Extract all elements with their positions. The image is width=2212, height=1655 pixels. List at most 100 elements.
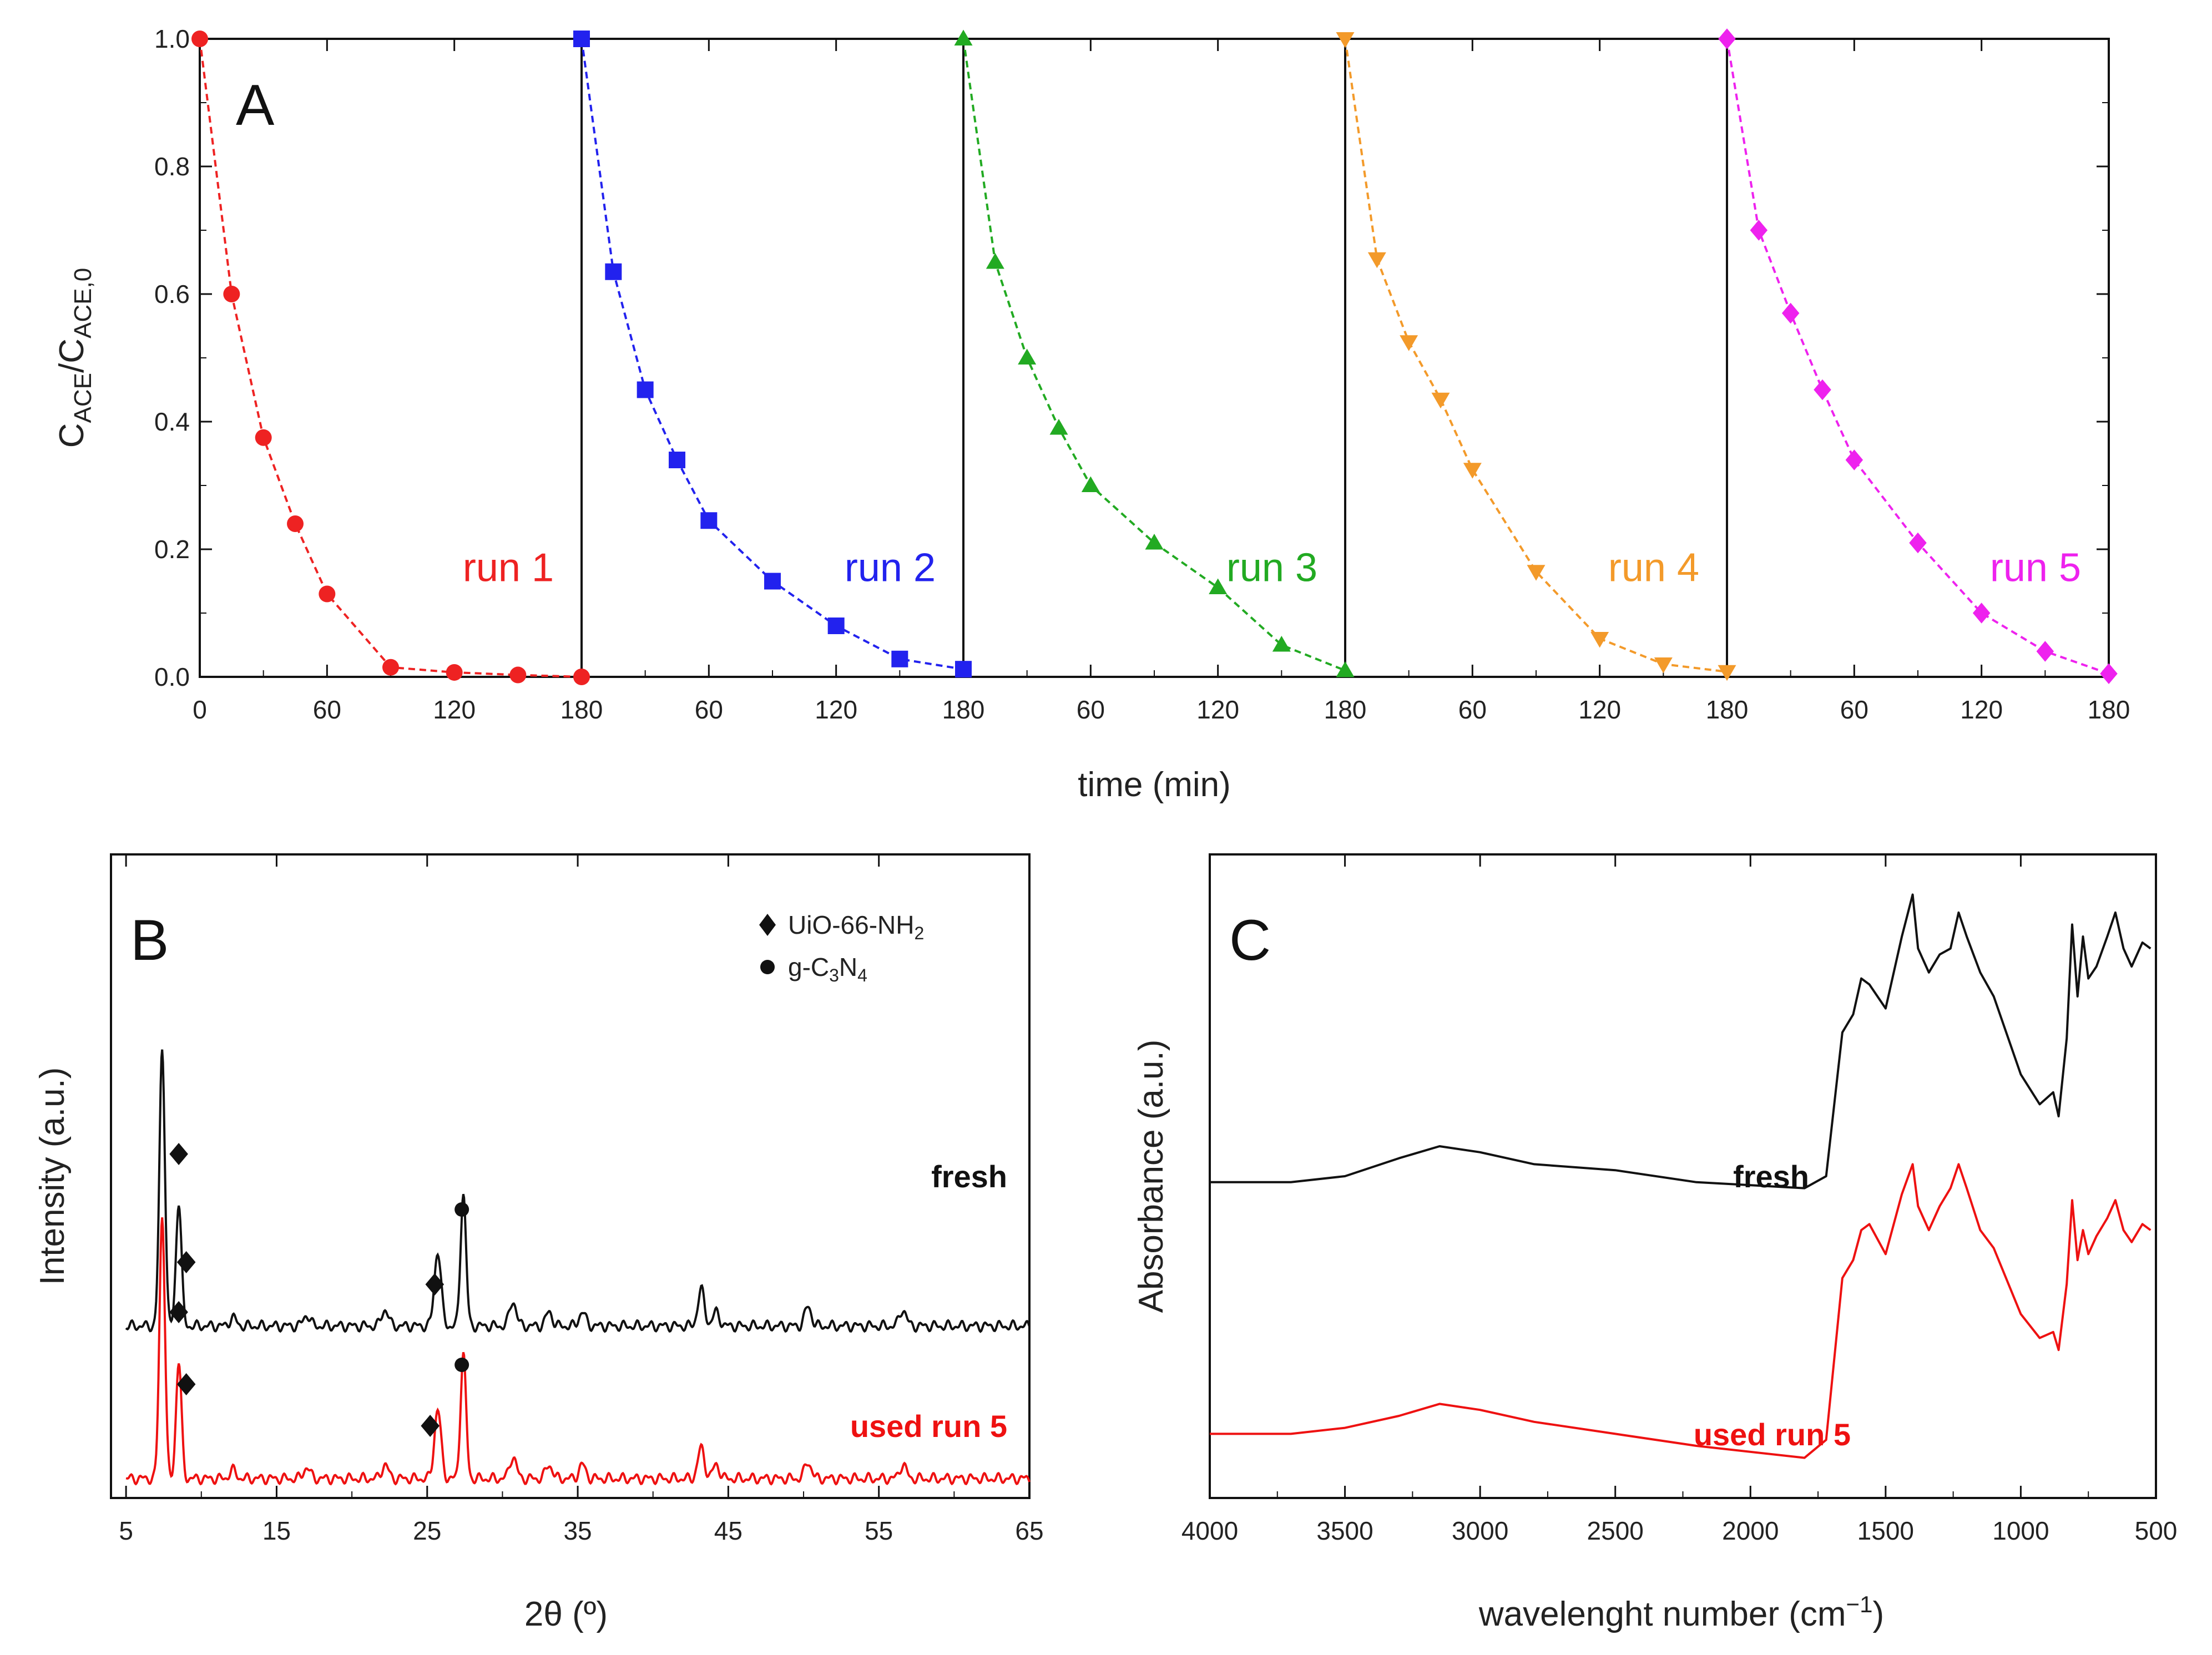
x-tick-label: 60 bbox=[1840, 695, 1868, 724]
data-point-run-2 bbox=[573, 31, 590, 47]
data-point-run-1 bbox=[255, 429, 272, 446]
panel-a-x-axis: 0 60 120 180 60 120 180 60 120 180 60 120 180 60 120 18… bbox=[193, 39, 2130, 724]
panel-a-y-axis: 0.0 0.2 0.4 0.6 0.8 1.0 bbox=[154, 24, 2109, 691]
data-point-run-5 bbox=[1781, 302, 1800, 324]
data-point-run-5 bbox=[1750, 220, 1768, 241]
data-point-run-2 bbox=[637, 381, 654, 398]
panel-c-frame bbox=[1209, 853, 2157, 1499]
y-tick-label: 0.2 bbox=[154, 535, 190, 564]
x-tick-label: 60 bbox=[1077, 695, 1105, 724]
data-point-run-4 bbox=[1718, 665, 1736, 681]
x-tick-label: 65 bbox=[1015, 1516, 1043, 1545]
data-point-run-4 bbox=[1336, 32, 1355, 48]
x-tick-label: 120 bbox=[815, 695, 857, 724]
legend-gcn-main: g-C bbox=[788, 953, 829, 981]
panel-b-frame bbox=[110, 853, 1031, 1499]
panel-a-series bbox=[191, 28, 2118, 685]
panel-c-letter: C bbox=[1229, 908, 1271, 973]
panel-b-y-title: Intensity (a.u.) bbox=[33, 1067, 72, 1285]
legend-gcn-sub1: 3 bbox=[829, 965, 839, 985]
x-tick-label: 0 bbox=[193, 695, 207, 724]
x-tick-label: 180 bbox=[2088, 695, 2130, 724]
ftir-spectrum-fresh bbox=[1210, 893, 2152, 1190]
panel-c-series bbox=[1210, 893, 2152, 1459]
data-point-run-5 bbox=[2100, 663, 2118, 684]
data-point-run-3 bbox=[1209, 578, 1228, 594]
uio-peak-diamond-icon bbox=[169, 1143, 188, 1165]
y-tick-label: 0.8 bbox=[154, 152, 190, 181]
panel-b-phase-markers bbox=[169, 1143, 469, 1437]
panel-b-x-axis: 5 15 25 35 45 55 65 bbox=[119, 854, 1044, 1545]
panel-c-chart: 4000 3500 3000 2500 2000 1500 1000 500 fresh us… bbox=[1132, 853, 2178, 1633]
panel-b-series bbox=[125, 1049, 1031, 1486]
data-point-run-2 bbox=[700, 512, 718, 529]
run-label-5: run 5 bbox=[1990, 546, 2081, 590]
data-point-run-5 bbox=[2036, 641, 2054, 662]
legend-diamond-icon bbox=[759, 914, 776, 936]
x-tick-label: 60 bbox=[1458, 695, 1487, 724]
x-tick-label: 45 bbox=[714, 1516, 743, 1545]
y-tick-label: 1.0 bbox=[154, 24, 190, 53]
data-point-run-4 bbox=[1654, 657, 1673, 674]
panel-b-label-fresh: fresh bbox=[931, 1159, 1007, 1194]
panel-c-x-title: wavelenght number (cm−1) bbox=[1478, 1591, 1884, 1633]
gcn-peak-circle-icon bbox=[454, 1202, 469, 1217]
data-point-run-5 bbox=[1972, 603, 1991, 624]
panel-a-y-title: CACE/CACE,0 bbox=[53, 268, 97, 448]
data-point-run-4 bbox=[1463, 463, 1482, 479]
data-point-run-3 bbox=[1145, 534, 1164, 550]
legend-circle-icon bbox=[760, 960, 775, 974]
run-label-1: run 1 bbox=[463, 546, 554, 590]
x-tick-label: 180 bbox=[942, 695, 985, 724]
uio-peak-diamond-icon bbox=[425, 1273, 445, 1295]
panel-c-x-title-main: wavelenght number (cm bbox=[1478, 1595, 1846, 1633]
data-point-run-3 bbox=[1049, 419, 1068, 435]
x-tick-label: 3500 bbox=[1316, 1516, 1373, 1545]
y-tick-label: 0.4 bbox=[154, 407, 190, 436]
panel-c-x-title-sup: −1 bbox=[1846, 1591, 1873, 1617]
data-point-run-2 bbox=[605, 263, 622, 280]
data-point-run-1 bbox=[382, 659, 399, 676]
run-label-4: run 4 bbox=[1608, 546, 1699, 590]
legend-uio-main: UiO-66-NH bbox=[788, 910, 914, 939]
data-point-run-1 bbox=[319, 585, 336, 603]
panel-a-y-title-c: C bbox=[53, 423, 91, 448]
x-tick-label: 2500 bbox=[1587, 1516, 1644, 1545]
gcn-peak-circle-icon bbox=[454, 1358, 469, 1372]
x-tick-label: 500 bbox=[2135, 1516, 2178, 1545]
data-point-run-1 bbox=[446, 664, 463, 681]
panel-a-y-title-sub1: ACE bbox=[69, 373, 97, 423]
panel-c-y-title: Absorbance (a.u.) bbox=[1132, 1040, 1170, 1313]
data-point-run-3 bbox=[1081, 476, 1100, 492]
x-tick-label: 2000 bbox=[1722, 1516, 1779, 1545]
x-tick-label: 60 bbox=[313, 695, 341, 724]
x-tick-label: 55 bbox=[865, 1516, 893, 1545]
data-point-run-1 bbox=[191, 31, 208, 47]
series-line-run-4 bbox=[1344, 38, 1728, 673]
data-point-run-1 bbox=[223, 286, 240, 302]
data-point-run-5 bbox=[1718, 28, 1736, 49]
data-point-run-2 bbox=[764, 573, 781, 590]
x-tick-label: 60 bbox=[695, 695, 723, 724]
data-point-run-2 bbox=[669, 452, 685, 468]
run-label-2: run 2 bbox=[845, 546, 936, 590]
data-point-run-5 bbox=[1909, 532, 1927, 554]
x-tick-label: 3000 bbox=[1452, 1516, 1508, 1545]
series-line-run-5 bbox=[1726, 38, 2109, 675]
data-point-run-4 bbox=[1590, 632, 1609, 648]
panel-c-label-used: used run 5 bbox=[1694, 1417, 1851, 1452]
x-tick-label: 15 bbox=[262, 1516, 291, 1545]
legend-uio-sub: 2 bbox=[914, 923, 924, 943]
legend-gcn-sub2: 4 bbox=[857, 965, 867, 985]
uio-peak-diamond-icon bbox=[421, 1415, 440, 1437]
data-point-run-3 bbox=[1018, 348, 1037, 365]
data-point-run-2 bbox=[891, 650, 908, 667]
data-point-run-4 bbox=[1367, 252, 1386, 269]
panel-a-x-title: time (min) bbox=[1078, 766, 1231, 804]
ftir-spectrum-used bbox=[1210, 1163, 2152, 1459]
xrd-pattern-fresh bbox=[125, 1049, 1031, 1333]
data-point-run-2 bbox=[827, 618, 845, 634]
data-point-run-4 bbox=[1431, 392, 1450, 409]
panel-a-y-title-sep: /C bbox=[53, 338, 91, 373]
